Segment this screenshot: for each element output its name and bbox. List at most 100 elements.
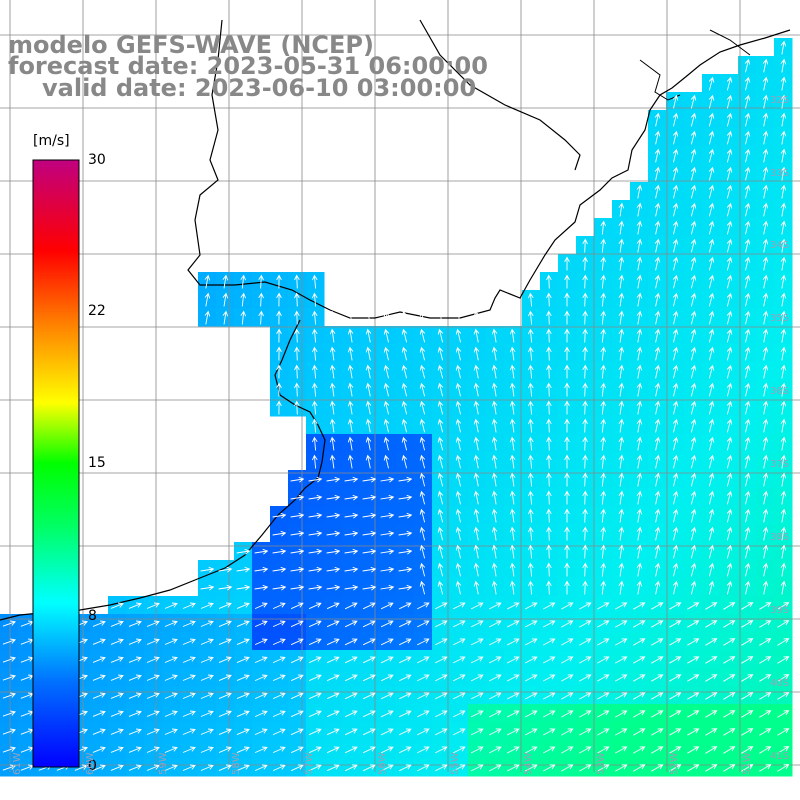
lat-lon-grid	[0, 0, 800, 772]
wind-arrow	[434, 674, 448, 682]
wind-speed-cell	[18, 740, 37, 759]
wind-arrow	[506, 674, 520, 682]
wind-arrow	[329, 382, 336, 397]
wind-arrow	[308, 566, 323, 573]
coast-lagoon	[639, 29, 751, 101]
wind-arrow	[470, 692, 484, 700]
wind-arrow	[582, 346, 588, 361]
wind-speed-cell	[486, 704, 505, 723]
wind-speed-cell	[360, 470, 379, 489]
wind-arrow	[762, 382, 769, 397]
wind-arrow	[491, 508, 498, 523]
wind-arrow	[687, 728, 700, 736]
wind-arrow	[524, 620, 538, 628]
wind-arrow	[633, 638, 646, 646]
wind-arrow	[311, 364, 318, 379]
wind-arrow	[362, 476, 377, 483]
wind-speed-cell	[324, 668, 343, 687]
wind-arrow	[615, 620, 628, 628]
wind-arrow	[564, 544, 570, 559]
wind-arrow	[618, 202, 625, 217]
wind-arrow	[164, 620, 178, 627]
wind-arrow	[561, 620, 574, 628]
wind-arrow	[708, 418, 715, 433]
wind-arrow	[618, 292, 625, 307]
wind-arrow	[618, 256, 625, 271]
wind-arrow	[509, 580, 516, 595]
wind-arrow	[744, 94, 751, 109]
lat-label: 32S	[770, 95, 790, 106]
wind-arrow	[723, 692, 736, 700]
wind-arrow	[218, 674, 232, 682]
wind-arrow	[401, 346, 408, 361]
wind-speed-cell	[306, 740, 325, 759]
wind-arrow	[380, 692, 394, 700]
wind-arrow	[254, 692, 268, 700]
wind-speed-cell	[306, 632, 325, 651]
wind-arrow	[780, 580, 787, 595]
wind-arrow	[419, 346, 426, 361]
wind-arrow	[723, 638, 736, 646]
wind-arrow	[651, 638, 664, 646]
wind-arrow	[455, 310, 462, 325]
wind-arrow	[290, 530, 305, 537]
wind-arrow	[726, 274, 733, 289]
wind-arrow	[254, 638, 268, 646]
wind-arrow	[272, 746, 286, 754]
wind-speed-cell	[144, 614, 163, 633]
wind-arrow	[308, 656, 322, 664]
wind-speed-cell	[558, 686, 577, 705]
wind-arrow	[618, 382, 625, 397]
wind-arrow	[582, 580, 588, 595]
wind-arrow	[380, 656, 394, 664]
wind-arrow	[437, 364, 444, 379]
wind-arrow	[726, 400, 733, 415]
wind-arrow	[777, 764, 790, 772]
wind-arrow	[669, 638, 682, 646]
wind-arrow	[272, 548, 287, 555]
wind-arrow	[672, 418, 679, 433]
wind-arrow	[762, 544, 769, 559]
wind-speed-cell	[504, 650, 523, 669]
wind-speed-cell	[0, 632, 19, 651]
wind-arrow	[726, 112, 733, 127]
wind-speed-cell	[198, 668, 217, 687]
wind-arrow	[419, 400, 426, 415]
wind-speed-cell	[324, 578, 343, 597]
wind-speed-cell	[234, 632, 253, 651]
wind-arrow	[672, 94, 679, 109]
wind-arrow	[543, 602, 556, 610]
wind-speed-cell	[198, 614, 217, 633]
wind-speed-cell	[504, 722, 523, 741]
wind-arrow	[690, 382, 697, 397]
wind-speed-cell	[144, 668, 163, 687]
wind-arrow	[762, 436, 769, 451]
wind-arrow	[744, 382, 751, 397]
wind-arrow	[561, 764, 574, 772]
wind-speed-cell	[162, 614, 181, 633]
wind-speed-cell	[738, 686, 757, 705]
wind-arrow	[200, 656, 214, 663]
wind-arrow	[726, 436, 733, 451]
wind-speed-cell	[144, 596, 163, 615]
wind-speed-cell	[378, 488, 397, 507]
wind-speed-cell	[342, 596, 361, 615]
colorbar-tick: 15	[88, 455, 106, 471]
wind-arrow	[672, 382, 679, 397]
wind-arrow	[582, 472, 588, 487]
wind-speed-cell	[234, 560, 253, 579]
wind-arrow	[362, 512, 377, 519]
wind-speed-cell	[702, 740, 721, 759]
wind-arrow	[347, 418, 354, 433]
wind-speed-cell	[324, 470, 343, 489]
wind-arrow	[488, 674, 502, 682]
wind-arrow	[326, 656, 340, 664]
wind-arrow	[344, 764, 358, 772]
wind-arrow	[672, 490, 679, 505]
wind-arrow	[437, 400, 444, 415]
wind-speed-cell	[666, 686, 685, 705]
wind-arrow	[164, 674, 178, 681]
wind-arrow	[690, 364, 697, 379]
wind-speed-cell	[504, 686, 523, 705]
wind-speed-cell	[306, 650, 325, 669]
